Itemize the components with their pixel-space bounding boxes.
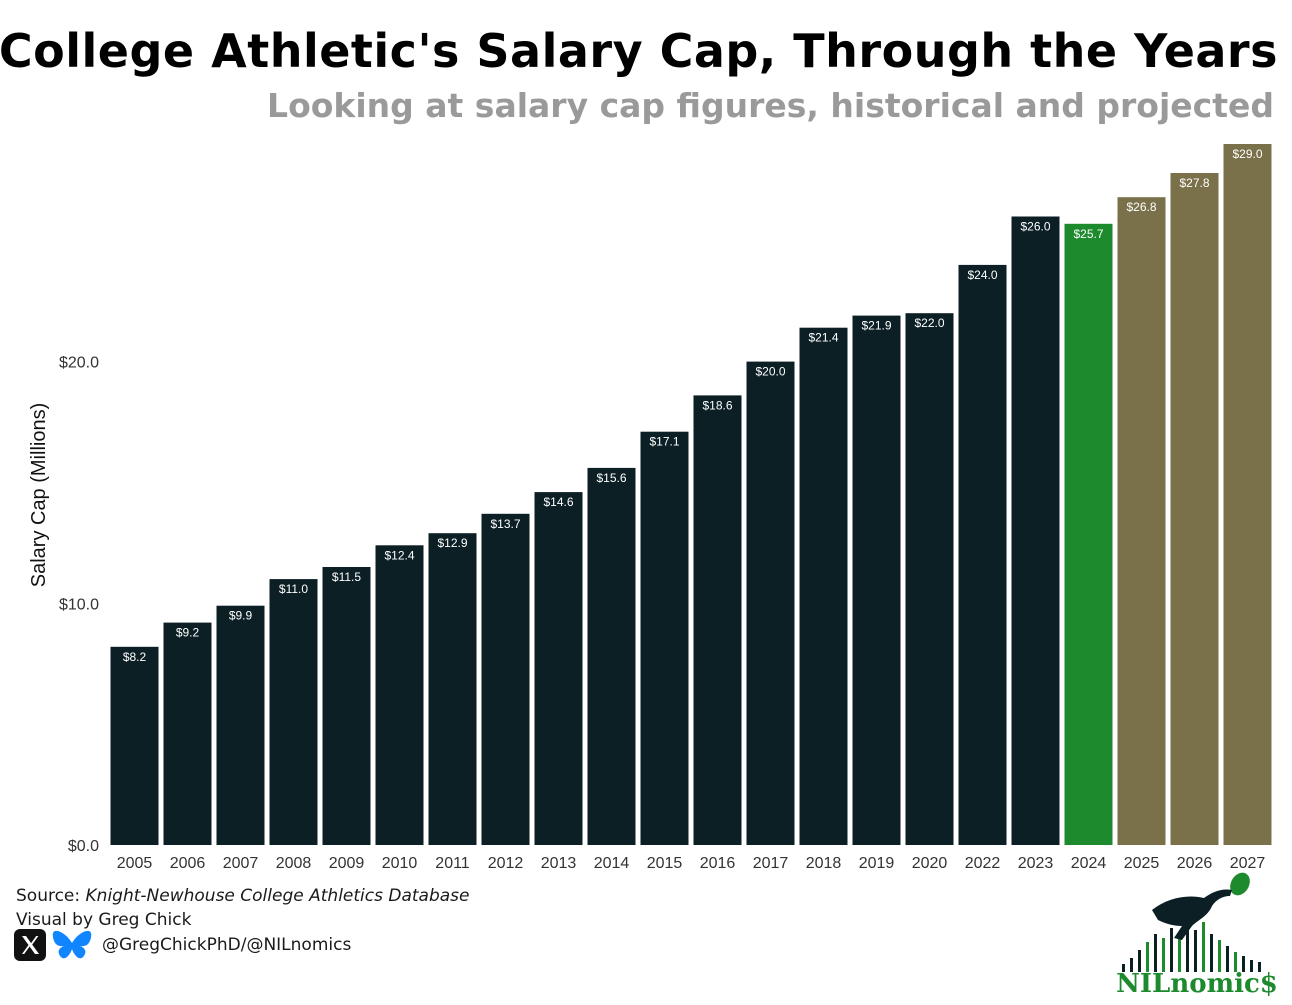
x-tick-label-2027: 2027 xyxy=(1230,855,1266,872)
bar-2020 xyxy=(905,313,954,845)
bar-2019 xyxy=(852,315,901,846)
value-label-2014: $15.6 xyxy=(596,471,626,485)
bar-2016 xyxy=(693,395,742,845)
bar-2006 xyxy=(163,622,212,845)
y-tick-label-10: $10.0 xyxy=(59,596,99,613)
bar-2007 xyxy=(216,605,265,845)
x-tick-label-2017: 2017 xyxy=(753,855,789,872)
bar-2010 xyxy=(375,545,424,845)
social-row: @GregChickPhD/@NILnomics xyxy=(14,928,351,962)
bar-2012 xyxy=(481,513,530,845)
chart-subtitle: Looking at salary cap figures, historica… xyxy=(267,86,1274,125)
value-label-2006: $9.2 xyxy=(176,626,200,640)
x-tick-label-2019: 2019 xyxy=(859,855,895,872)
source-name: Knight-Newhouse College Athletics Databa… xyxy=(85,886,470,906)
bar-2009 xyxy=(322,567,371,845)
bar-2024 xyxy=(1064,223,1113,846)
value-label-2026: $27.8 xyxy=(1179,176,1209,190)
bar-2008 xyxy=(269,579,318,845)
x-logo-icon[interactable] xyxy=(14,929,46,961)
bar-2023 xyxy=(1011,216,1060,845)
bar-2022 xyxy=(958,264,1007,845)
value-label-2023: $26.0 xyxy=(1020,220,1050,234)
social-handle: @GregChickPhD/@NILnomics xyxy=(102,935,352,955)
x-tick-label-2009: 2009 xyxy=(329,855,365,872)
bar-2015 xyxy=(640,431,689,845)
bar-2018 xyxy=(799,327,848,845)
x-tick-label-2005: 2005 xyxy=(117,855,153,872)
x-tick-label-2013: 2013 xyxy=(541,855,577,872)
x-tick-label-2012: 2012 xyxy=(488,855,524,872)
y-axis-label: Salary Cap (Millions) xyxy=(28,403,50,588)
value-label-2011: $12.9 xyxy=(437,536,467,550)
x-tick-label-2007: 2007 xyxy=(223,855,259,872)
value-label-2024: $25.7 xyxy=(1073,227,1103,241)
value-label-2018: $21.4 xyxy=(808,331,838,345)
x-tick-label-2011: 2011 xyxy=(435,855,470,872)
x-tick-label-2024: 2024 xyxy=(1071,855,1107,872)
x-tick-label-2026: 2026 xyxy=(1177,855,1213,872)
value-label-2019: $21.9 xyxy=(861,319,891,333)
bar-2013 xyxy=(534,492,583,845)
value-label-2008: $11.0 xyxy=(279,582,308,596)
value-label-2022: $24.0 xyxy=(967,268,997,282)
bluesky-butterfly-icon[interactable] xyxy=(52,928,92,962)
value-label-2020: $22.0 xyxy=(914,316,944,330)
nilnomics-logo: NILnomic$ xyxy=(1116,872,1278,998)
y-tick-label-0: $0.0 xyxy=(68,838,99,855)
bar-2005 xyxy=(110,646,159,845)
value-label-2009: $11.5 xyxy=(332,570,361,584)
value-label-2007: $9.9 xyxy=(229,609,253,623)
source-prefix: Source: xyxy=(16,886,86,906)
value-label-2010: $12.4 xyxy=(384,548,414,562)
logo-bars-icon xyxy=(1122,922,1261,972)
value-label-2015: $17.1 xyxy=(649,435,679,449)
value-label-2012: $13.7 xyxy=(490,517,520,531)
chart-title: College Athletic's Salary Cap, Through t… xyxy=(0,24,1278,78)
logo-player-icon xyxy=(1152,872,1250,940)
source-line: Source: Knight-Newhouse College Athletic… xyxy=(16,886,469,906)
x-tick-label-2015: 2015 xyxy=(647,855,683,872)
x-tick-labels-group: 2005 2006 2007 2008 2009 2010 2011 2012 2013 2014… xyxy=(117,855,1266,872)
value-label-2016: $18.6 xyxy=(702,398,732,412)
bar-2025 xyxy=(1117,197,1166,845)
visual-by: Visual by Greg Chick xyxy=(16,910,192,930)
x-tick-label-2018: 2018 xyxy=(806,855,842,872)
bar-2011 xyxy=(428,533,477,845)
x-tick-label-2016: 2016 xyxy=(700,855,736,872)
value-label-2027: $29.0 xyxy=(1232,147,1262,161)
x-tick-label-2022: 2022 xyxy=(965,855,1001,872)
value-label-2005: $8.2 xyxy=(123,650,147,664)
x-tick-label-2014: 2014 xyxy=(594,855,630,872)
x-tick-label-2023: 2023 xyxy=(1018,855,1054,872)
value-label-2025: $26.8 xyxy=(1126,200,1156,214)
x-tick-label-2008: 2008 xyxy=(276,855,312,872)
value-label-2013: $14.6 xyxy=(543,495,573,509)
bar-2027 xyxy=(1223,144,1272,845)
value-label-2017: $20.0 xyxy=(755,365,785,379)
x-tick-label-2020: 2020 xyxy=(912,855,948,872)
y-tick-labels-group: $0.0 $10.0 $20.0 xyxy=(59,355,99,855)
bar-2014 xyxy=(587,467,636,845)
bar-2017 xyxy=(746,361,795,845)
value-labels-group: $8.2 $9.2 $9.9 $11.0 $11.5 $12.4 $12.9 $13.7 $14… xyxy=(123,147,1263,664)
logo-text: NILnomic$ xyxy=(1116,969,1278,998)
y-tick-label-20: $20.0 xyxy=(59,355,99,372)
bar-2026 xyxy=(1170,173,1219,845)
x-tick-label-2025: 2025 xyxy=(1124,855,1160,872)
x-tick-label-2010: 2010 xyxy=(382,855,418,872)
x-tick-label-2006: 2006 xyxy=(170,855,206,872)
bars-group xyxy=(110,144,1272,846)
